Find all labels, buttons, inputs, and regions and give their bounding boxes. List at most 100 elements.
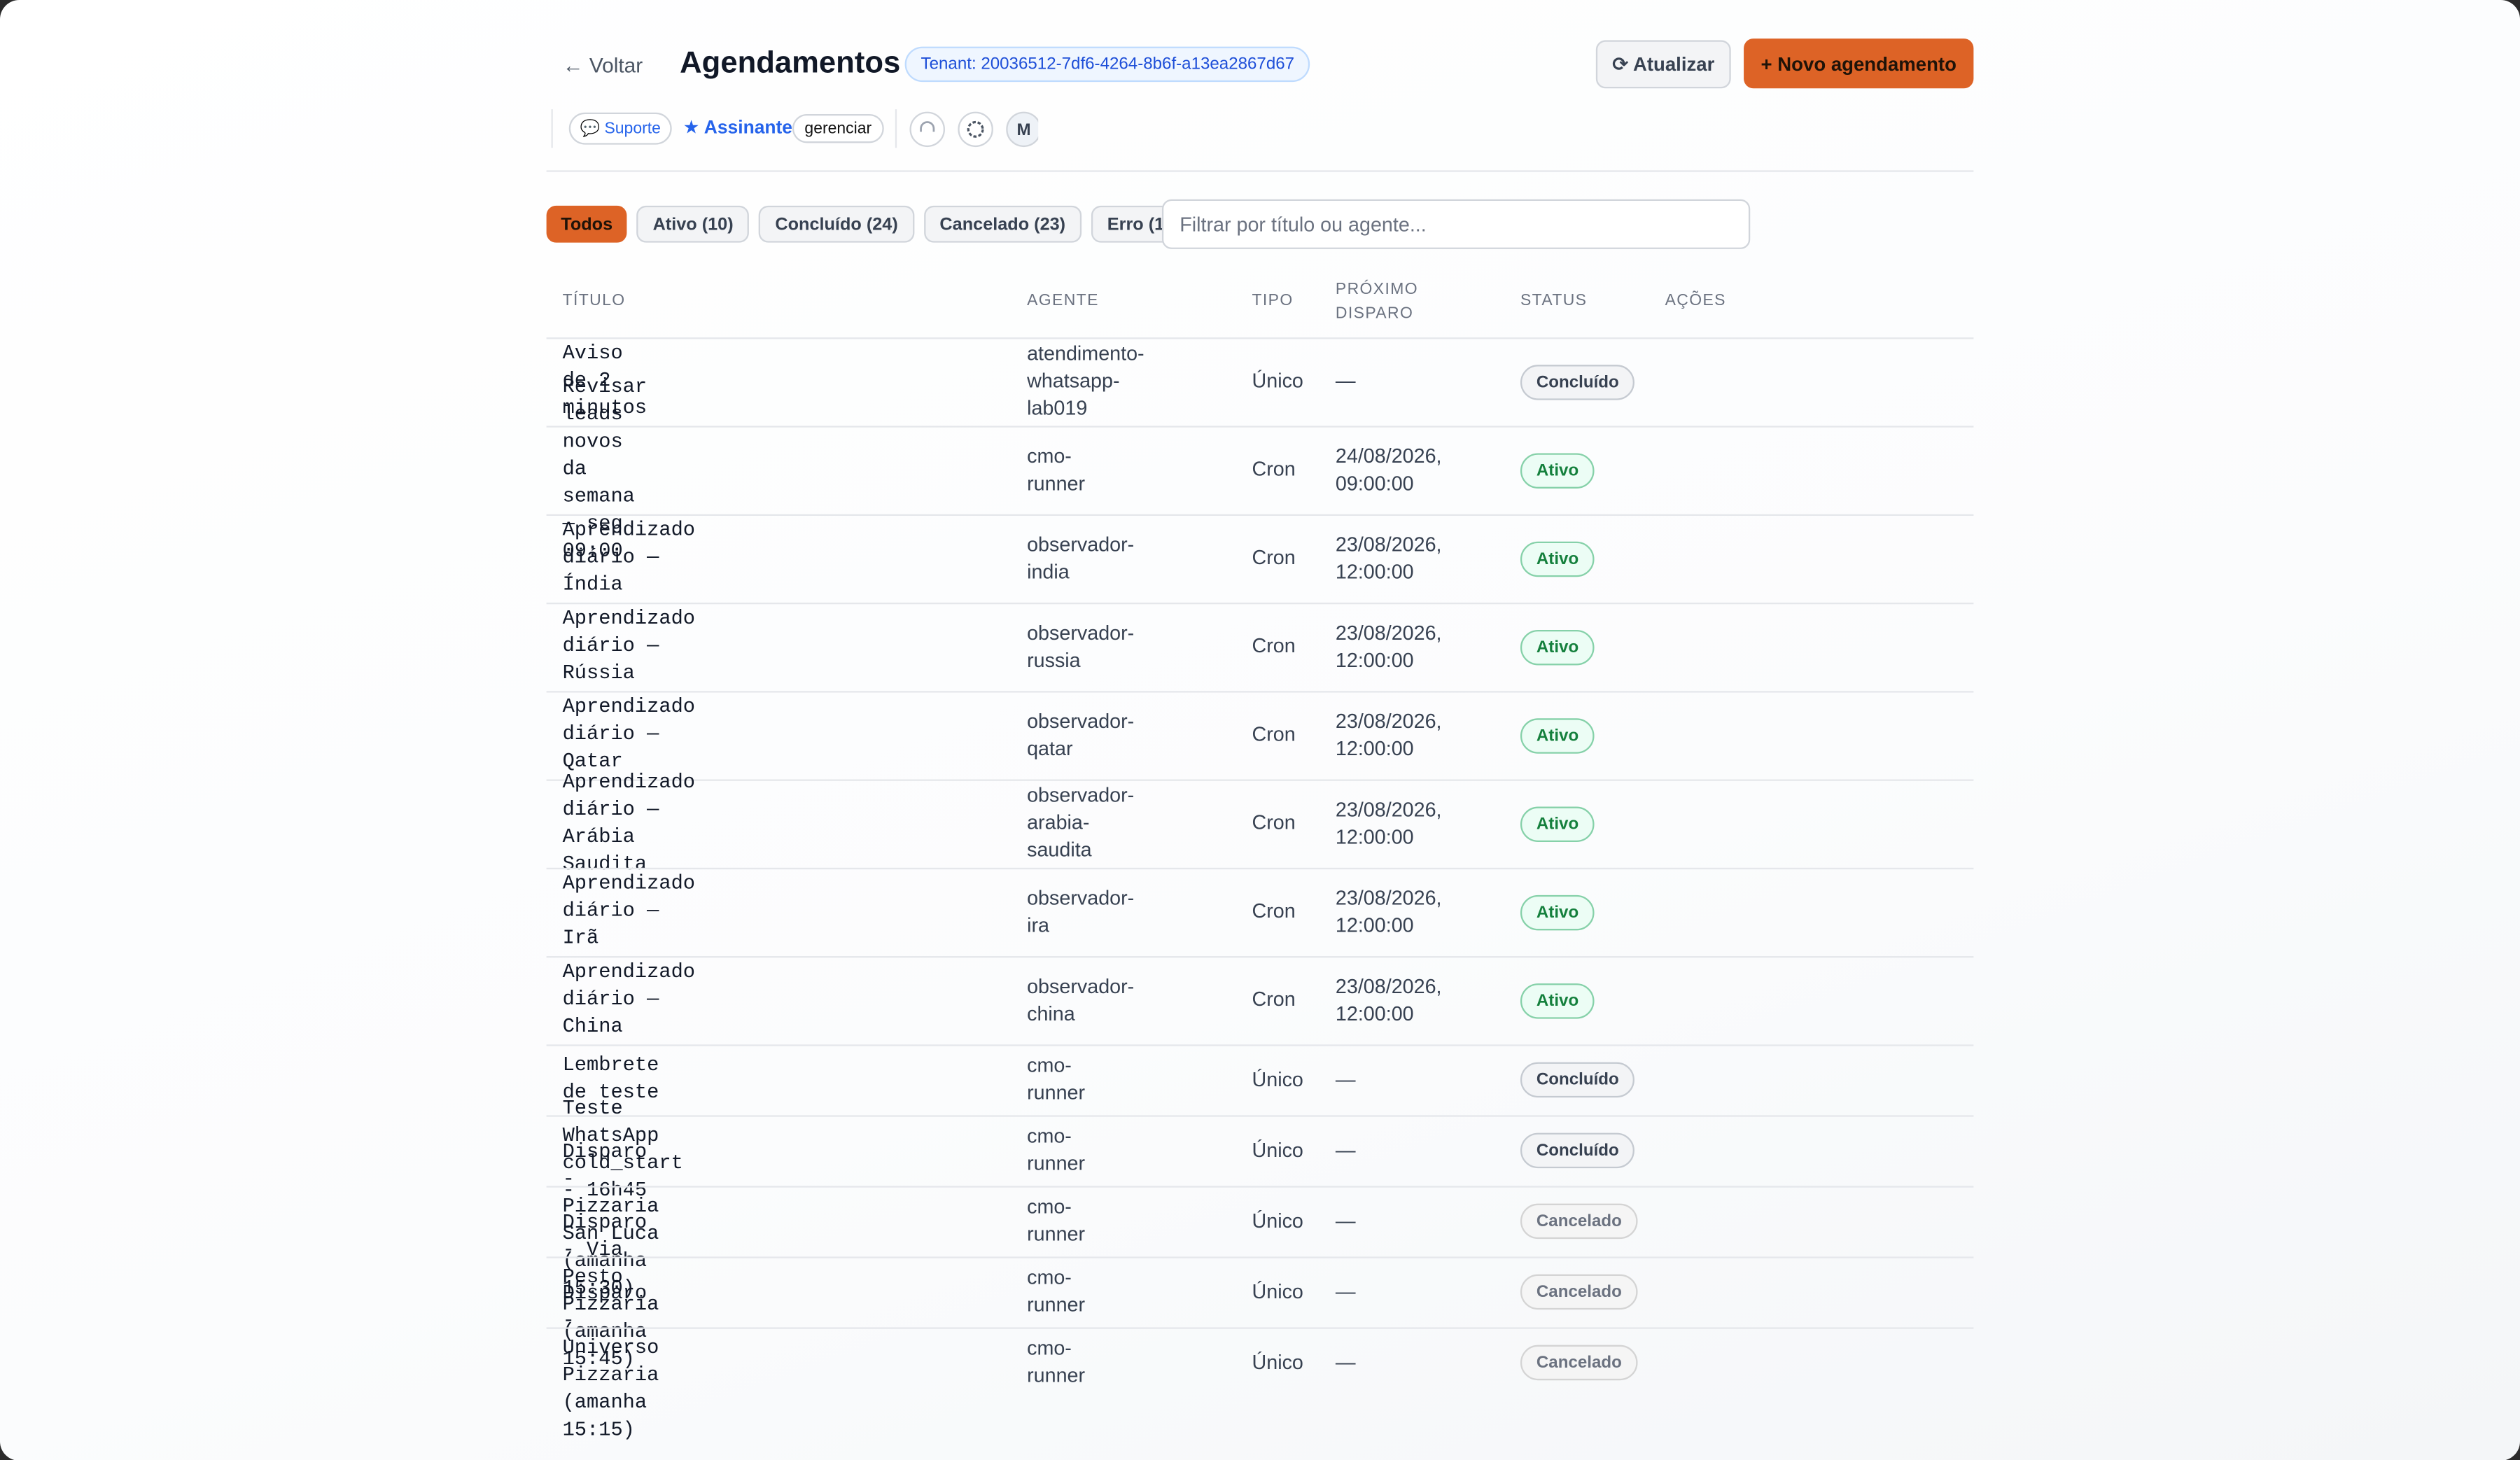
- status-badge: Ativo: [1520, 540, 1595, 577]
- toolbar-icons: [909, 111, 1039, 148]
- table-row: [546, 1115, 1974, 1187]
- status-badge: Ativo: [1520, 806, 1595, 841]
- row-type: Cron: [1252, 634, 1296, 658]
- column-header: TÍTULO: [562, 293, 626, 311]
- row-agent: observador-russia: [1027, 621, 1135, 671]
- row-next-run: —: [1335, 1138, 1356, 1161]
- table-row: [546, 426, 1974, 516]
- row-agent: cmo-runner: [1027, 1125, 1086, 1175]
- status-cell: Ativo: [1520, 956, 1595, 1044]
- status-badge: Ativo: [1520, 717, 1595, 753]
- subscriber-label: ★ Assinante: [682, 118, 792, 139]
- row-agent: atendimento- whatsapp-lab019: [1027, 342, 1144, 420]
- row-type: Único: [1252, 1138, 1303, 1161]
- row-type: Cron: [1252, 811, 1296, 834]
- gear-glyph: [967, 120, 984, 138]
- status-badge: Cancelado: [1520, 1274, 1638, 1310]
- divider: [551, 109, 553, 148]
- row-title: Aprendizado diário — Índia: [562, 519, 696, 596]
- status-cell: Concluído: [1520, 337, 1635, 426]
- row-next-run: 23/08/2026, 12:00:00: [1335, 533, 1442, 583]
- status-cell: Concluído: [1520, 1115, 1635, 1186]
- row-agent: observador-ira: [1027, 886, 1135, 936]
- row-next-run: —: [1335, 1209, 1356, 1232]
- row-agent: cmo-runner: [1027, 1195, 1086, 1246]
- table-row: [546, 1327, 1974, 1399]
- row-type: Cron: [1252, 546, 1296, 569]
- row-title: Aviso de 2 minutos: [562, 342, 648, 420]
- column-header: TIPO: [1252, 293, 1294, 311]
- table-row: [546, 779, 1974, 870]
- row-type: Único: [1252, 1067, 1303, 1090]
- table-row: [546, 867, 1974, 958]
- row-next-run: 23/08/2026, 12:00:00: [1335, 797, 1442, 848]
- row-next-run: 23/08/2026, 12:00:00: [1335, 709, 1442, 759]
- search-input[interactable]: Filtrar por título ou agente...: [1161, 199, 1751, 249]
- headset-icon[interactable]: [909, 111, 946, 148]
- status-cell: Ativo: [1520, 603, 1595, 691]
- status-cell: Ativo: [1520, 691, 1595, 779]
- table-row: [546, 1256, 1974, 1328]
- row-next-run: —: [1335, 1350, 1356, 1373]
- filter-tab[interactable]: Concluído (24): [759, 205, 914, 243]
- avatar-initial: M: [1016, 120, 1031, 140]
- status-badge: Cancelado: [1520, 1345, 1638, 1381]
- status-cell: Cancelado: [1520, 1186, 1638, 1256]
- divider: [895, 109, 897, 148]
- row-title: Disparo - Universo Pizzaria (amanha 15:1…: [562, 1282, 659, 1442]
- row-type: Cron: [1252, 458, 1296, 481]
- filter-tab[interactable]: Todos: [546, 205, 627, 243]
- table-row: [546, 691, 1974, 781]
- row-next-run: —: [1335, 370, 1356, 393]
- row-agent: cmo-runner: [1027, 1266, 1086, 1317]
- status-badge: Ativo: [1520, 894, 1595, 930]
- status-cell: Concluído: [1520, 1044, 1635, 1115]
- row-next-run: 23/08/2026, 12:00:00: [1335, 886, 1442, 936]
- row-title: Lembrete de teste: [562, 1054, 659, 1104]
- row-type: Cron: [1252, 723, 1296, 746]
- back-button[interactable]: ← Voltar: [562, 52, 643, 77]
- manage-button[interactable]: gerenciar: [792, 114, 884, 143]
- table-row: [546, 337, 1974, 428]
- status-cell: Cancelado: [1520, 1256, 1638, 1327]
- support-button[interactable]: 💬 Suporte: [568, 112, 672, 145]
- row-title: Aprendizado diário — Qatar: [562, 696, 696, 773]
- new-schedule-button[interactable]: + Novo agendamento: [1744, 38, 1974, 89]
- table-row: [546, 514, 1974, 605]
- status-cell: Cancelado: [1520, 1327, 1638, 1398]
- status-cell: Ativo: [1520, 868, 1595, 956]
- column-header: AÇÕES: [1665, 293, 1726, 311]
- row-agent: cmo-runner: [1027, 1054, 1086, 1104]
- row-type: Único: [1252, 1350, 1303, 1373]
- status-badge: Ativo: [1520, 982, 1595, 1018]
- filter-tab[interactable]: Ativo (10): [636, 205, 750, 243]
- column-header: PRÓXIMO DISPARO: [1335, 281, 1419, 323]
- status-badge: Concluído: [1520, 1132, 1635, 1169]
- row-title: Aprendizado diário — Rússia: [562, 607, 696, 685]
- row-title: Aprendizado diário — Irã: [562, 872, 696, 950]
- header-divider: [546, 170, 1974, 172]
- settings-icon[interactable]: [958, 111, 993, 148]
- status-badge: Concluído: [1520, 364, 1635, 400]
- status-badge: Ativo: [1520, 629, 1595, 665]
- status-cell: Ativo: [1520, 780, 1595, 868]
- row-type: Cron: [1252, 988, 1296, 1011]
- status-cell: Ativo: [1520, 514, 1595, 603]
- row-agent: observador-china: [1027, 974, 1135, 1025]
- row-title: Aprendizado diário — China: [562, 960, 696, 1039]
- row-type: Único: [1252, 1209, 1303, 1232]
- row-next-run: 23/08/2026, 12:00:00: [1335, 621, 1442, 671]
- tenant-badge: Tenant: 20036512-7df6-4264-8b6f-a13ea286…: [904, 46, 1311, 83]
- status-cell: Ativo: [1520, 426, 1595, 514]
- row-next-run: 24/08/2026, 09:00:00: [1335, 444, 1442, 494]
- filter-tab[interactable]: Cancelado (23): [923, 205, 1082, 243]
- row-agent: observador-qatar: [1027, 709, 1135, 759]
- row-title: Aprendizado diário — Arábia Saudita: [562, 770, 696, 876]
- row-next-run: 23/08/2026, 12:00:00: [1335, 974, 1442, 1025]
- row-type: Único: [1252, 1279, 1303, 1303]
- avatar-circle[interactable]: [1006, 111, 1039, 148]
- refresh-button[interactable]: ⟳ Atualizar: [1595, 40, 1731, 89]
- table-row: [546, 602, 1974, 693]
